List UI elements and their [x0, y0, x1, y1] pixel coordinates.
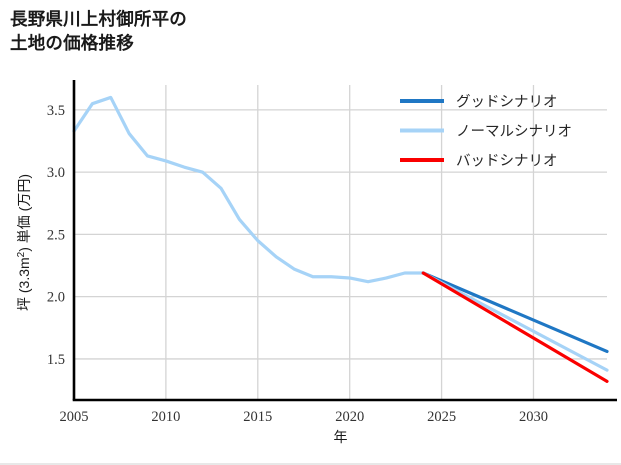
axis-lines — [72, 80, 617, 402]
y-axis-title: 坪 (3.3m2) 単価 (万円) — [16, 174, 32, 311]
y-tick-label: 1.5 — [47, 352, 65, 368]
legend-label: ノーマルシナリオ — [456, 124, 572, 140]
x-tick-label: 2030 — [519, 409, 548, 425]
gridlines — [73, 85, 607, 400]
axis-titles: 年 坪 (3.3m2) 単価 (万円) — [16, 174, 348, 445]
x-tick-label: 2020 — [335, 409, 364, 425]
plot-lines — [72, 95, 609, 383]
series-bad-scenario — [421, 271, 609, 383]
series-good-scenario — [421, 271, 609, 354]
series-normal-scenario — [421, 271, 609, 372]
tick-labels: 1.5 2.0 2.5 3.0 3.5 2005 2010 2015 2020 2025 2030 — [47, 103, 548, 425]
x-tick-label: 2005 — [60, 409, 89, 425]
x-tick-label: 2010 — [151, 409, 180, 425]
y-tick-label: 3.5 — [47, 103, 65, 119]
y-tick-label: 2.5 — [47, 227, 65, 243]
series-historical — [72, 95, 425, 284]
page-title: 長野県川上村御所平の 土地の価格推移 — [10, 9, 187, 53]
x-tick-label: 2015 — [243, 409, 272, 425]
y-tick-label: 3.0 — [47, 165, 65, 181]
x-axis-title: 年 — [334, 429, 348, 445]
bottom-divider — [0, 463, 621, 465]
legend-label: グッドシナリオ — [456, 94, 558, 111]
y-tick-label: 2.0 — [47, 290, 65, 306]
x-tick-label: 2025 — [427, 409, 456, 425]
legend-label: バッドシナリオ — [456, 154, 558, 170]
